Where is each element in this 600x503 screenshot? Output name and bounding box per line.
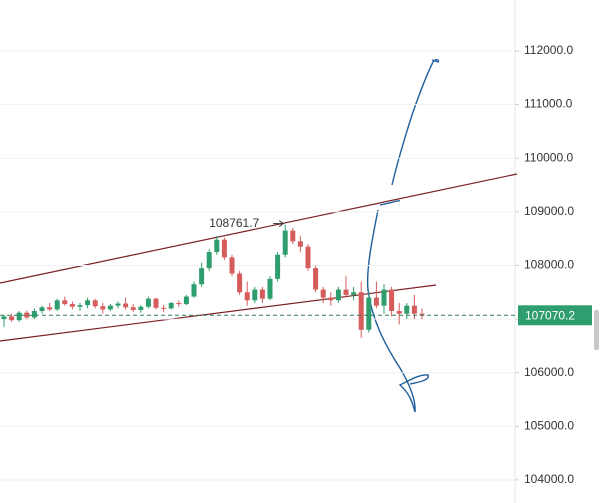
candle-body — [176, 302, 182, 305]
candle-body — [31, 311, 37, 318]
candle-body — [69, 304, 75, 307]
candle-body — [328, 297, 334, 301]
candle-body — [259, 289, 265, 299]
candle-body — [335, 289, 341, 301]
candle-body — [305, 246, 311, 269]
last-price-label: 107070.2 — [525, 308, 575, 322]
candle-body — [54, 300, 60, 310]
candle-body — [62, 300, 68, 305]
candle-body — [313, 268, 319, 290]
pen-stroke — [366, 200, 429, 413]
candle-body — [9, 316, 15, 321]
candle-body — [320, 289, 326, 298]
candle-body — [153, 298, 159, 308]
candle-body — [252, 289, 258, 301]
candle-body — [191, 284, 197, 297]
candle-body — [396, 311, 402, 314]
y-tick-label: 110000.0 — [524, 150, 573, 164]
candle-body — [77, 305, 83, 307]
candle-body — [107, 305, 113, 310]
candle-body — [145, 298, 151, 307]
candle-body — [206, 252, 212, 269]
candle-body — [411, 305, 417, 314]
candle-body — [389, 289, 395, 312]
peak-arrow-head — [278, 220, 285, 227]
candle-body — [244, 292, 250, 301]
candle-body — [358, 292, 364, 330]
candle-body — [290, 230, 296, 242]
candle-body — [47, 307, 53, 310]
candle-body — [16, 312, 22, 321]
candle-body — [229, 257, 235, 274]
candle-body — [297, 241, 303, 247]
candle-body — [115, 303, 121, 306]
candle-body — [381, 289, 387, 306]
candle-body — [282, 230, 288, 255]
y-tick-label: 105000.0 — [524, 418, 574, 432]
candle-body — [183, 296, 189, 305]
candle-body — [404, 305, 410, 314]
candle-body — [161, 307, 167, 309]
pen-stroke — [391, 59, 440, 186]
candle-body — [199, 268, 205, 285]
y-tick-label: 106000.0 — [524, 365, 574, 379]
candle-body — [419, 313, 425, 316]
candle-body — [214, 239, 220, 253]
candle-body — [138, 306, 144, 310]
candle-body — [24, 312, 30, 318]
y-tick-label: 104000.0 — [524, 472, 574, 486]
y-tick-label: 108000.0 — [524, 258, 574, 272]
candle-body — [237, 273, 243, 293]
trend-line — [0, 173, 518, 284]
candle-body — [343, 289, 349, 295]
y-tick-label: 111000.0 — [524, 97, 573, 111]
candle-body — [130, 307, 136, 310]
candle-body — [92, 300, 98, 307]
candle-body — [267, 278, 273, 299]
y-tick-label: 109000.0 — [524, 204, 574, 218]
candle-body — [1, 316, 7, 320]
candle-body — [275, 254, 281, 279]
y-tick-label: 112000.0 — [524, 43, 573, 57]
candle-body — [85, 300, 91, 306]
scrollbar[interactable] — [594, 310, 599, 350]
candle-body — [373, 297, 379, 306]
last-price-tag — [518, 305, 592, 326]
candle-body — [366, 297, 372, 330]
candle-body — [123, 303, 129, 308]
candle-body — [351, 292, 357, 295]
candle-body — [221, 239, 227, 258]
peak-label: 108761.7 — [209, 216, 259, 230]
candle-body — [39, 307, 45, 312]
candle-body — [100, 306, 106, 310]
candle-body — [168, 302, 174, 309]
